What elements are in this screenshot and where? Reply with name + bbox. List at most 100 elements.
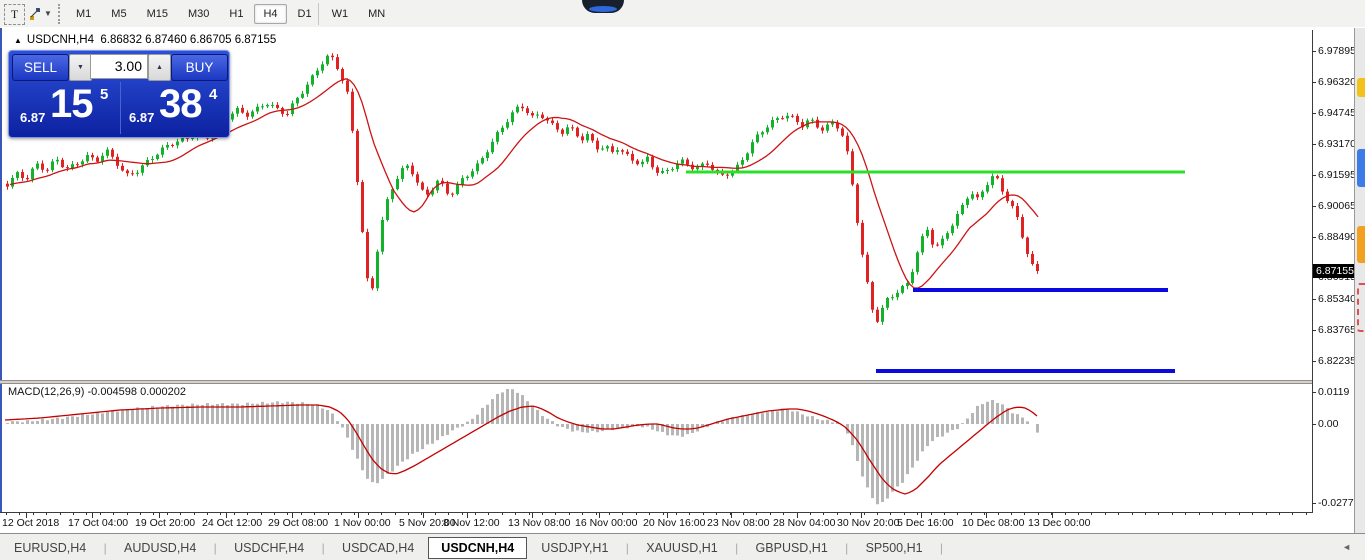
symbol-tab-eurusd[interactable]: EURUSD,H4 — [14, 541, 87, 555]
buy-price-point: 4 — [209, 86, 218, 103]
time-axis-label: 30 Nov 20:00 — [837, 517, 900, 529]
time-axis-label: 5 Nov 20:00 — [399, 517, 456, 529]
symbol-tab-usdjpy[interactable]: USDJPY,H1 — [541, 541, 609, 555]
tab-divider: | — [731, 541, 742, 555]
yellow-app-icon[interactable] — [1357, 78, 1365, 97]
tab-divider: | — [100, 541, 111, 555]
desktop-edge-strip — [1354, 28, 1365, 533]
tab-divider: | — [936, 541, 944, 555]
time-minor-tick — [609, 513, 610, 515]
time-minor-tick — [99, 513, 101, 515]
time-major-tick — [226, 513, 227, 518]
time-minor-tick — [1252, 513, 1254, 515]
time-axis-label: 16 Nov 00:00 — [575, 517, 638, 529]
time-major-tick — [358, 513, 359, 518]
timeframe-button-w1[interactable]: W1 — [331, 8, 349, 20]
toolbar-grip[interactable] — [58, 4, 60, 24]
chart-symbol: USDCNH,H4 — [26, 34, 95, 46]
timeframe-button-m15[interactable]: M15 — [146, 8, 168, 20]
price-chart[interactable] — [0, 30, 1312, 381]
timeframe-button-h1[interactable]: H1 — [229, 8, 244, 20]
buy-price-display[interactable]: 6.87 38 4 — [120, 82, 227, 134]
blue-app-icon[interactable] — [1357, 149, 1365, 187]
symbol-tab-audusd[interactable]: AUDUSD,H4 — [124, 541, 197, 555]
dashed-selection-icon[interactable] — [1357, 283, 1365, 332]
time-major-tick — [1052, 513, 1053, 518]
time-minor-tick — [1212, 513, 1213, 515]
time-minor-tick — [729, 513, 731, 515]
price-axis-label: 6.82235 — [1318, 355, 1356, 367]
time-minor-tick — [233, 513, 235, 515]
time-minor-tick — [930, 513, 932, 515]
macd-pane[interactable] — [0, 384, 1312, 512]
timeframe-button-m5[interactable]: M5 — [111, 8, 127, 20]
symbol-tab-usdchf[interactable]: USDCHF,H4 — [234, 541, 305, 555]
time-minor-tick — [756, 513, 758, 515]
price-tick — [1312, 330, 1316, 331]
time-minor-tick — [153, 513, 155, 515]
time-axis-label: 5 Dec 16:00 — [897, 517, 954, 529]
time-minor-tick — [475, 513, 476, 515]
timeframe-button-mn[interactable]: MN — [368, 8, 386, 20]
time-minor-tick — [86, 513, 88, 515]
time-minor-tick — [1292, 513, 1294, 515]
time-axis-label: 1 Nov 00:00 — [334, 517, 391, 529]
time-minor-tick — [367, 513, 369, 515]
buy-price-base: 6.87 — [129, 110, 155, 125]
toolbar-separator — [318, 3, 319, 25]
price-tick — [1312, 299, 1316, 300]
price-axis-label: 6.83765 — [1318, 324, 1356, 336]
time-minor-tick — [970, 513, 972, 515]
symbol-tab-usdcnh[interactable]: USDCNH,H4 — [428, 537, 528, 559]
sell-price-display[interactable]: 6.87 15 5 — [12, 82, 118, 134]
price-tick — [1312, 175, 1316, 176]
volume-input[interactable]: 3.00 — [90, 54, 148, 79]
price-axis-label: 6.93170 — [1318, 138, 1356, 150]
time-major-tick — [532, 513, 533, 518]
time-minor-tick — [59, 513, 61, 515]
symbol-tab-gbpusd[interactable]: GBPUSD,H1 — [755, 541, 828, 555]
sell-button[interactable]: SELL — [12, 54, 69, 81]
time-minor-tick — [461, 513, 463, 515]
price-tick — [1312, 361, 1316, 362]
symbol-tab-usdcad[interactable]: USDCAD,H4 — [342, 541, 415, 555]
collapse-triangle-icon[interactable]: ▲ — [14, 36, 22, 45]
timeframe-button-m1[interactable]: M1 — [76, 8, 92, 20]
buy-button[interactable]: BUY — [171, 54, 228, 81]
orange-app-icon[interactable] — [1357, 226, 1365, 263]
timeframe-button-m30[interactable]: M30 — [187, 8, 210, 20]
volume-increase-button[interactable]: ▲ — [148, 54, 171, 81]
top-toolbar: T ▼ M1 M5 M15 M30 H1 H4 D1 W1 MN — [0, 0, 1365, 29]
time-axis-label: 24 Oct 12:00 — [202, 517, 263, 529]
arrows-tool-icon[interactable]: ▼ — [28, 4, 52, 23]
timeframe-button-d1[interactable]: D1 — [297, 8, 312, 20]
timeframe-bar: M1 M5 M15 M30 H1 H4 D1 W1 MN — [66, 0, 395, 28]
time-minor-tick — [1011, 513, 1012, 515]
time-major-tick — [467, 513, 468, 518]
tab-divider: | — [841, 541, 852, 555]
timeframe-button-h4[interactable]: H4 — [254, 4, 287, 24]
time-minor-tick — [354, 513, 356, 515]
time-minor-tick — [702, 513, 704, 515]
time-minor-tick — [287, 513, 289, 515]
time-major-tick — [26, 513, 27, 518]
time-minor-tick — [1051, 513, 1053, 515]
time-minor-tick — [676, 513, 677, 515]
price-tick — [1312, 237, 1316, 238]
time-minor-tick — [1238, 513, 1240, 515]
text-label-tool-icon[interactable]: T — [4, 4, 25, 25]
price-axis-border — [1312, 30, 1313, 513]
time-minor-tick — [408, 513, 409, 515]
tab-scroll-left-icon[interactable]: ◄ — [1342, 542, 1351, 552]
time-minor-tick — [140, 513, 141, 515]
time-minor-tick — [488, 513, 490, 515]
symbol-tab-sp500[interactable]: SP500,H1 — [865, 541, 923, 555]
current-price-badge: 6.87155 — [1313, 264, 1363, 278]
price-tick — [1312, 206, 1316, 207]
symbol-tab-xauusd[interactable]: XAUUSD,H1 — [646, 541, 718, 555]
time-axis[interactable]: 12 Oct 2018 17 Oct 04:00 19 Oct 20:00 24 Oc… — [0, 512, 1312, 534]
time-minor-tick — [1078, 513, 1079, 515]
pane-splitter[interactable] — [0, 380, 1312, 384]
volume-decrease-button[interactable]: ▼ — [69, 54, 92, 81]
time-minor-tick — [193, 513, 195, 515]
